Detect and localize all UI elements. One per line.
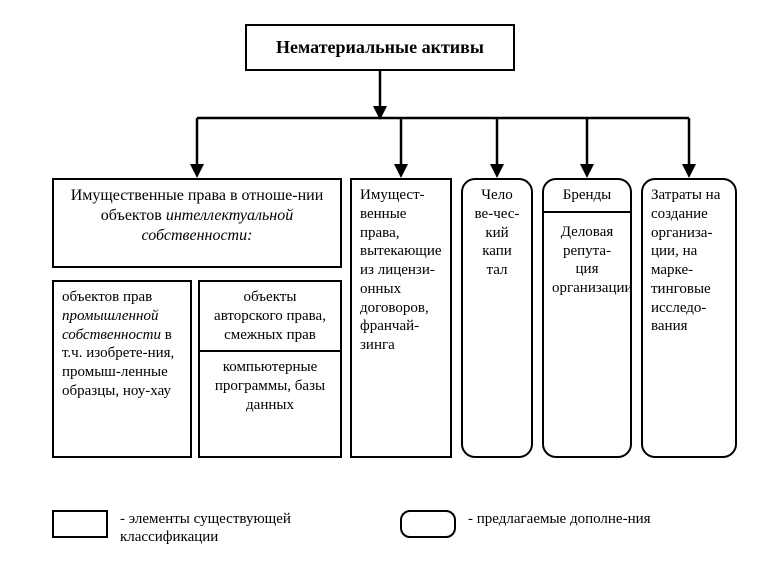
ip-right-node: объекты авторского права, смежных прав к… xyxy=(198,280,342,458)
licensing-node: Имущест-венные права, вытекающие из лице… xyxy=(350,178,452,458)
ip-right-top: объекты авторского права, смежных прав xyxy=(208,288,332,344)
ip-left-em: промышленной собственности xyxy=(62,308,161,343)
legend-proposed: - предлагаемые дополне-ния xyxy=(400,510,651,538)
legend-existing: - элементы существующей классификации xyxy=(52,510,380,546)
human-capital-text: Чело ве-чес-кий капи тал xyxy=(475,187,520,278)
root-node: Нематериальные активы xyxy=(245,24,515,71)
costs-node: Затраты на создание организа-ции, на мар… xyxy=(641,178,737,458)
legend-swatch-rect xyxy=(52,510,108,538)
root-title: Нематериальные активы xyxy=(276,37,484,57)
ip-left-pre: объектов прав xyxy=(62,289,152,305)
human-capital-node: Чело ве-чес-кий капи тал xyxy=(461,178,533,458)
brands-bottom: Деловая репута-ция организации xyxy=(544,211,630,298)
legend-existing-text: - элементы существующей классификации xyxy=(120,510,380,546)
brands-node: Бренды Деловая репута-ция организации xyxy=(542,178,632,458)
costs-text: Затраты на создание организа-ции, на мар… xyxy=(651,187,720,334)
ip-left-node: объектов прав промышленной собственности… xyxy=(52,280,192,458)
legend-proposed-text: - предлагаемые дополне-ния xyxy=(468,510,651,528)
licensing-text: Имущест-венные права, вытекающие из лице… xyxy=(360,187,442,353)
ip-right-bottom: компьютерные программы, базы данных xyxy=(200,350,340,414)
ip-header-node: Имущественные права в отноше-нии объекто… xyxy=(52,178,342,268)
legend-swatch-rounded xyxy=(400,510,456,538)
brands-top: Бренды xyxy=(552,186,622,205)
